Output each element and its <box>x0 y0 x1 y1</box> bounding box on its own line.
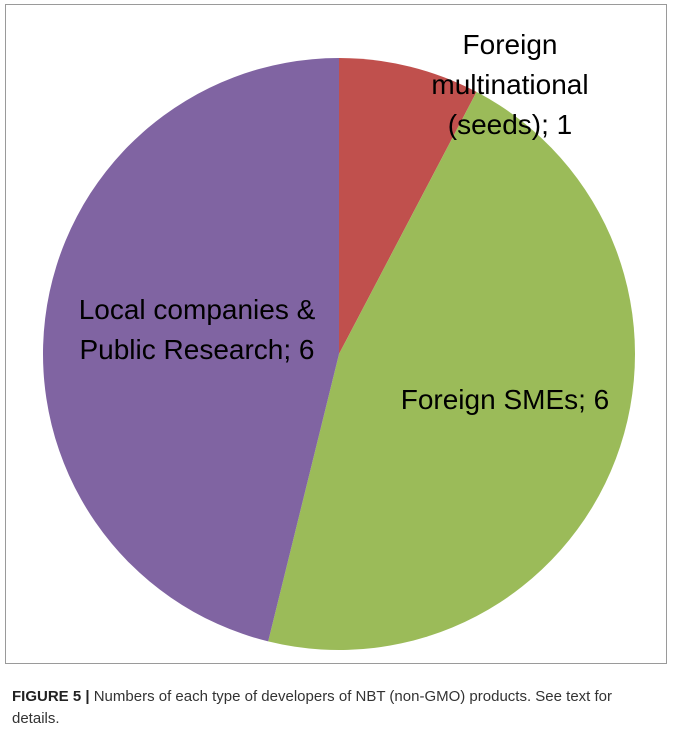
data-label: Foreign SMEs; 6 <box>400 384 610 415</box>
pie-slice <box>339 58 477 354</box>
pie-slice <box>42 58 340 642</box>
data-label: Local companies & Public Research; 6 <box>78 294 316 365</box>
caption-label: FIGURE 5 | <box>12 688 90 705</box>
caption-text: Numbers of each type of developers of NB… <box>12 688 613 727</box>
caption: FIGURE 5 | Numbers of each type of devel… <box>12 686 612 730</box>
chart-frame <box>5 4 667 664</box>
data-label: Foreign multinational (seeds); 1 <box>431 29 589 140</box>
pie-slice <box>268 91 636 651</box>
